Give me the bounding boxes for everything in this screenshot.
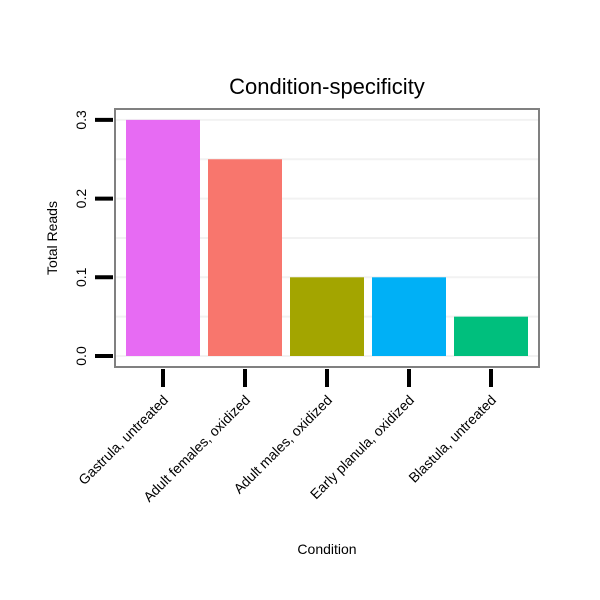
- x-tick-label: Gastrula, untreated: [75, 392, 171, 488]
- bar-3: [290, 277, 364, 356]
- y-tick-label: 0.1: [73, 267, 89, 287]
- y-axis-title: Total Reads: [44, 201, 60, 275]
- bar-1: [126, 119, 200, 357]
- plot-panel-border: [114, 108, 540, 368]
- y-axis: 0.0 0.1 0.2 0.3: [73, 110, 113, 366]
- chart-title: Condition-specificity: [229, 74, 425, 99]
- bars: [126, 119, 528, 357]
- x-tick-label: Blastula, untreated: [405, 392, 499, 486]
- y-tick-label: 0.0: [73, 346, 89, 366]
- bar-4: [372, 277, 446, 356]
- y-tick-label: 0.3: [73, 110, 89, 130]
- bar-5: [454, 316, 528, 356]
- y-tick-label: 0.2: [73, 189, 89, 209]
- x-axis-title: Condition: [297, 541, 356, 557]
- bar-2: [208, 159, 282, 356]
